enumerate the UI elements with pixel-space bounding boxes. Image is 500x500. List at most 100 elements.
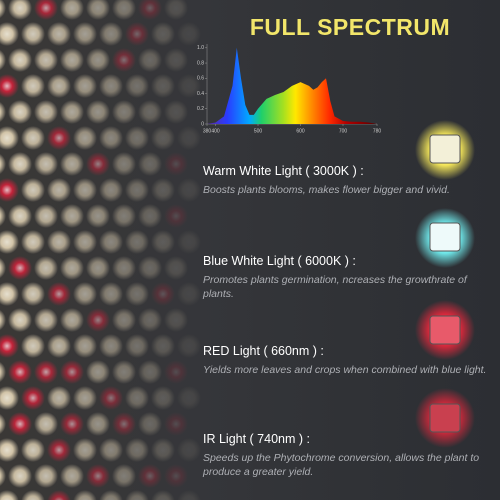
feature-description: Speeds up the Phytochrome conversion, al… bbox=[203, 452, 480, 478]
led bbox=[99, 74, 123, 98]
led-pattern bbox=[0, 0, 201, 500]
led bbox=[151, 126, 175, 150]
led bbox=[112, 256, 136, 280]
x-tick-label: 600 bbox=[296, 128, 305, 134]
led bbox=[0, 153, 6, 175]
led bbox=[164, 464, 188, 488]
led bbox=[0, 74, 19, 98]
led bbox=[86, 0, 110, 20]
led bbox=[8, 464, 32, 488]
led bbox=[8, 360, 32, 384]
led bbox=[0, 101, 6, 123]
led bbox=[0, 126, 19, 150]
led bbox=[164, 48, 188, 72]
x-tick-label: 400 bbox=[211, 128, 220, 134]
led bbox=[99, 282, 123, 306]
led bbox=[86, 308, 110, 332]
led bbox=[112, 48, 136, 72]
led bbox=[151, 438, 175, 462]
led bbox=[34, 204, 58, 228]
led bbox=[138, 308, 162, 332]
x-tick-label: 380 bbox=[203, 128, 212, 134]
led bbox=[112, 0, 136, 20]
led bbox=[73, 334, 97, 358]
led bbox=[8, 412, 32, 436]
led bbox=[60, 360, 84, 384]
led bbox=[34, 48, 58, 72]
led bbox=[138, 464, 162, 488]
led bbox=[8, 204, 32, 228]
led bbox=[164, 0, 188, 20]
led bbox=[60, 308, 84, 332]
led bbox=[112, 204, 136, 228]
x-tick-label: 700 bbox=[339, 128, 348, 134]
led bbox=[34, 464, 58, 488]
led bbox=[86, 100, 110, 124]
led bbox=[138, 152, 162, 176]
x-tick-label: 500 bbox=[254, 128, 263, 134]
led bbox=[8, 308, 32, 332]
led bbox=[125, 386, 149, 410]
led bbox=[151, 334, 175, 358]
led bbox=[0, 309, 6, 331]
led bbox=[164, 308, 188, 332]
led bbox=[177, 282, 201, 306]
led bbox=[138, 204, 162, 228]
led bbox=[21, 178, 45, 202]
led bbox=[34, 412, 58, 436]
led bbox=[60, 256, 84, 280]
led bbox=[34, 100, 58, 124]
led bbox=[73, 282, 97, 306]
led bbox=[138, 360, 162, 384]
led bbox=[73, 230, 97, 254]
led bbox=[86, 48, 110, 72]
led bbox=[21, 74, 45, 98]
led bbox=[138, 0, 162, 20]
led bbox=[151, 490, 175, 500]
led bbox=[8, 152, 32, 176]
led bbox=[177, 178, 201, 202]
y-tick-label: 0 bbox=[201, 121, 204, 127]
led bbox=[112, 308, 136, 332]
led bbox=[86, 360, 110, 384]
led bbox=[47, 126, 71, 150]
led bbox=[21, 282, 45, 306]
led bbox=[47, 178, 71, 202]
led bbox=[177, 22, 201, 46]
led bbox=[34, 0, 58, 20]
led bbox=[0, 361, 6, 383]
led bbox=[0, 205, 6, 227]
y-tick-label: 0.2 bbox=[197, 106, 204, 112]
led bbox=[47, 386, 71, 410]
feature-description: Yields more leaves and crops when combin… bbox=[203, 364, 487, 376]
led bbox=[60, 100, 84, 124]
led bbox=[138, 412, 162, 436]
led bbox=[112, 152, 136, 176]
led bbox=[73, 438, 97, 462]
led bbox=[8, 256, 32, 280]
heading: FULL SPECTRUM bbox=[249, 14, 451, 40]
led bbox=[8, 0, 32, 20]
led bbox=[125, 74, 149, 98]
led bbox=[34, 152, 58, 176]
led bbox=[73, 126, 97, 150]
led bbox=[47, 22, 71, 46]
led bbox=[99, 126, 123, 150]
led bbox=[164, 360, 188, 384]
led bbox=[177, 490, 201, 500]
led bbox=[60, 204, 84, 228]
led bbox=[73, 74, 97, 98]
led bbox=[0, 438, 19, 462]
led bbox=[177, 438, 201, 462]
led bbox=[86, 152, 110, 176]
led bbox=[47, 438, 71, 462]
led bbox=[112, 360, 136, 384]
led bbox=[21, 230, 45, 254]
led bbox=[125, 22, 149, 46]
led bbox=[99, 438, 123, 462]
led bbox=[138, 100, 162, 124]
spectrum-chart: 0 0.2 0.4 0.6 0.8 1.0 380 400 500 600 700 780 bbox=[197, 44, 381, 134]
led bbox=[47, 74, 71, 98]
led bbox=[8, 48, 32, 72]
led bbox=[112, 464, 136, 488]
